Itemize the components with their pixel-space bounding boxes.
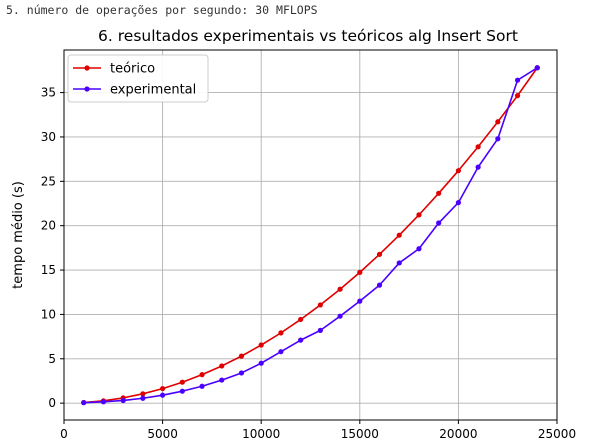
data-point-experimental: [179, 388, 185, 394]
data-point-experimental: [455, 200, 461, 206]
legend-box: [67, 54, 209, 103]
data-point-experimental: [436, 220, 442, 226]
data-point-teorico: [317, 302, 323, 308]
legend-label-experimental: experimental: [110, 83, 196, 98]
data-point-experimental: [199, 383, 205, 389]
data-point-teorico: [219, 363, 225, 369]
x-tick-label: 25000: [538, 427, 576, 441]
data-point-experimental: [100, 399, 107, 405]
data-point-experimental: [298, 337, 304, 343]
data-point-teorico: [376, 251, 383, 257]
data-point-teorico: [160, 385, 166, 392]
data-point-experimental: [258, 360, 264, 366]
y-tick-label: 20: [41, 219, 56, 233]
x-tick-label: 5000: [147, 427, 178, 441]
data-point-teorico: [455, 168, 461, 174]
data-point-experimental: [514, 77, 521, 83]
top-note: 5. número de operações por segundo: 30 M…: [6, 3, 318, 17]
y-tick-label: 30: [41, 130, 56, 144]
legend-label-teorico: teórico: [110, 62, 155, 77]
legend-marker-experimental: [84, 86, 90, 92]
data-point-teorico: [436, 190, 442, 196]
data-point-experimental: [278, 349, 284, 355]
data-point-experimental: [357, 298, 363, 304]
y-tick-label: 0: [48, 396, 56, 410]
chart-title: 6. resultados experimentais vs teóricos …: [98, 27, 518, 45]
y-axis-label: tempo médio (s): [11, 181, 26, 289]
data-point-experimental: [238, 370, 245, 376]
series-line-experimental: [83, 67, 538, 404]
y-tick-label: 10: [41, 307, 56, 321]
data-point-experimental: [337, 313, 343, 319]
legend: teórico experimental: [67, 54, 209, 103]
data-point-teorico: [396, 232, 402, 238]
data-point-teorico: [475, 144, 481, 150]
data-point-experimental: [495, 136, 501, 142]
x-tick-label: 20000: [439, 427, 477, 441]
x-tick-label: 10000: [242, 427, 280, 441]
data-point-experimental: [317, 327, 323, 333]
y-tick-label: 5: [48, 352, 56, 366]
data-point-experimental: [81, 400, 87, 406]
data-point-experimental: [120, 397, 126, 404]
data-point-teorico: [514, 93, 521, 99]
data-point-teorico: [298, 316, 304, 323]
series-layer: [81, 65, 540, 406]
series-line-teorico: [83, 67, 538, 404]
data-point-experimental: [219, 377, 225, 383]
data-point-teorico: [278, 330, 284, 336]
data-point-teorico: [140, 391, 146, 397]
data-point-teorico: [199, 372, 205, 378]
plot-frame: [63, 49, 558, 421]
data-point-experimental: [416, 246, 422, 252]
data-point-experimental: [140, 395, 146, 401]
x-tick-label: 0: [60, 427, 68, 441]
data-point-teorico: [416, 212, 422, 218]
y-axis-ticks: 0 5 10 15 20 25 30 35: [41, 86, 64, 410]
data-point-experimental: [396, 260, 402, 266]
data-point-teorico: [337, 286, 343, 292]
data-point-teorico: [238, 353, 245, 359]
data-point-experimental: [475, 164, 481, 170]
x-tick-label: 15000: [341, 427, 379, 441]
data-point-teorico: [179, 379, 185, 385]
grid: [63, 50, 558, 420]
data-point-teorico: [357, 269, 363, 275]
legend-marker-teorico: [84, 65, 90, 71]
data-point-experimental: [534, 65, 540, 71]
data-point-teorico: [495, 119, 501, 125]
y-tick-label: 35: [41, 86, 56, 100]
data-point-teorico: [258, 342, 264, 348]
y-tick-label: 15: [41, 263, 56, 277]
data-point-experimental: [160, 392, 166, 398]
y-tick-label: 25: [41, 174, 56, 188]
data-point-experimental: [376, 282, 383, 288]
x-axis-ticks: 0 5000 10000 15000 20000 25000: [60, 420, 576, 441]
